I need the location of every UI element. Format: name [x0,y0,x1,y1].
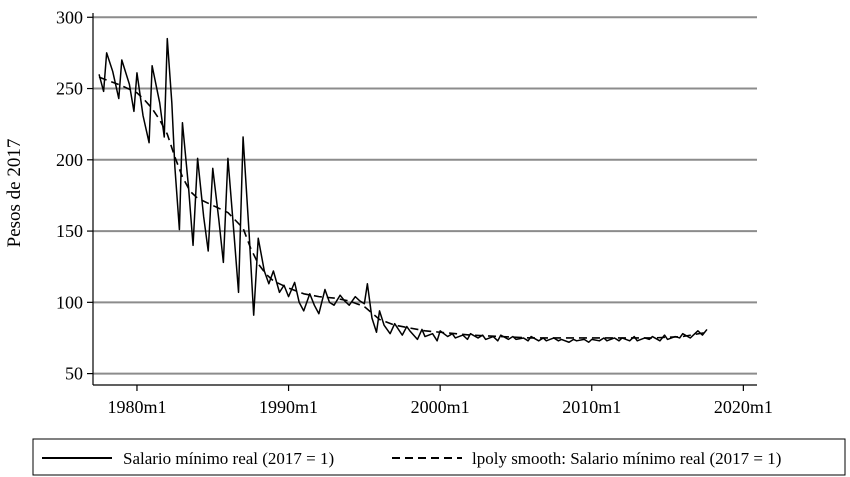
series-line-lpoly-smooth [98,76,708,339]
x-tick-label-1990: 1990m1 [259,397,318,417]
legend-label-series-2: lpoly smooth: Salario mínimo real (2017 … [472,449,781,468]
grid-lines [93,16,757,375]
legend: Salario mínimo real (2017 = 1) lpoly smo… [32,438,846,476]
x-axis-ticks: 1980m1 1990m1 2000m1 2010m1 2020m1 [107,385,773,417]
plot-series [98,37,708,343]
x-tick-label-2000: 2000m1 [411,397,470,417]
series-line-salario-minimo [98,37,708,343]
x-tick-label-2020: 2020m1 [714,397,773,417]
y-tick-label-150: 150 [56,221,83,241]
legend-label-series-1: Salario mínimo real (2017 = 1) [123,449,334,468]
y-axis-title: Pesos de 2017 [4,139,25,248]
y-tick-label-300: 300 [56,7,83,27]
y-tick-label-200: 200 [56,150,83,170]
x-tick-label-2010: 2010m1 [562,397,621,417]
x-tick-label-1980: 1980m1 [107,397,166,417]
y-tick-label-250: 250 [56,79,83,99]
y-axis-ticks: 50 100 150 200 250 300 [56,7,93,384]
y-tick-label-100: 100 [56,292,83,312]
y-tick-label-50: 50 [65,364,83,384]
legend-box [32,438,846,476]
